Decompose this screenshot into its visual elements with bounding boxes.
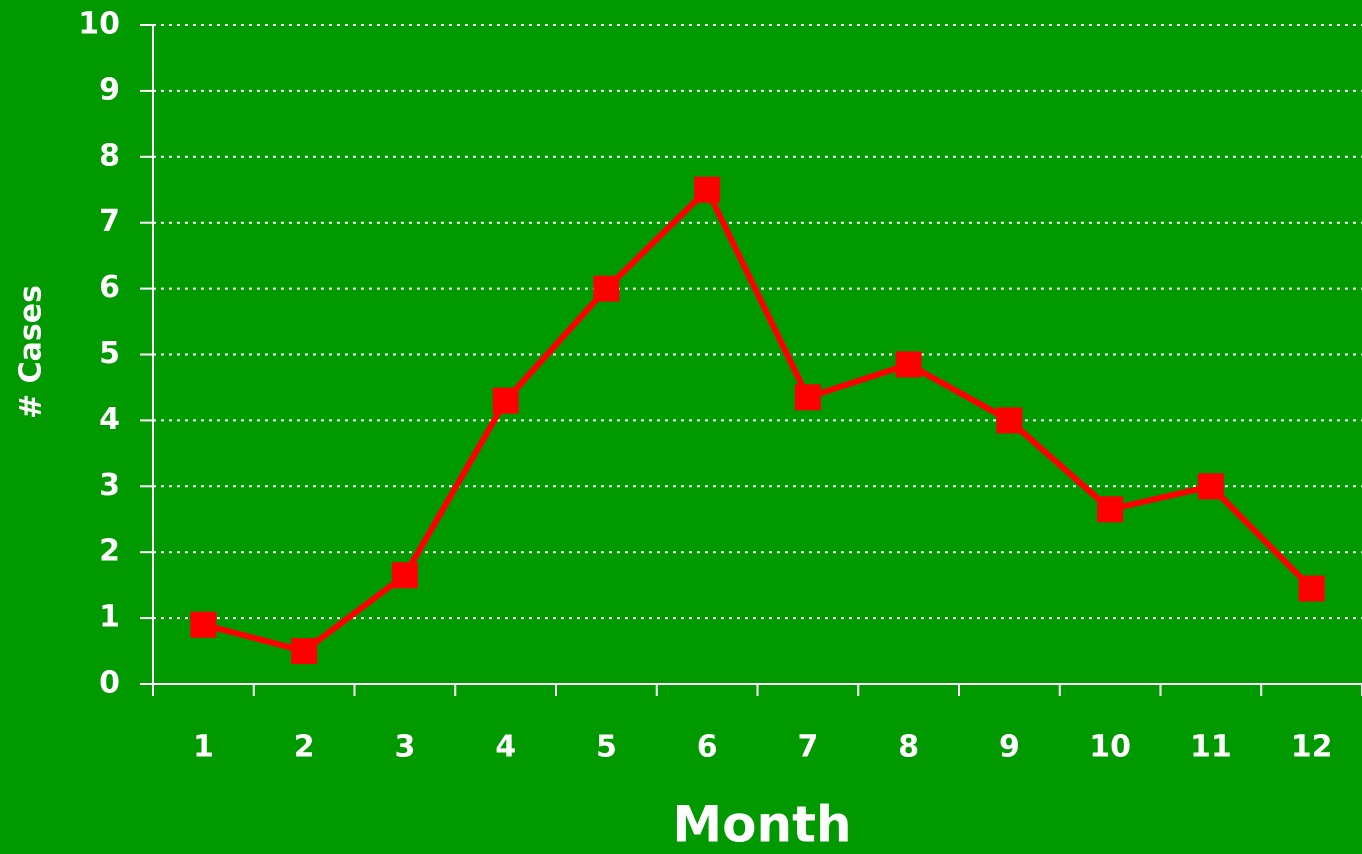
marker [1097,496,1124,523]
x-tick-label: 8 [898,730,919,765]
marker [492,387,519,414]
x-tick-label: 6 [697,730,718,765]
x-tick-label: 1 [193,730,214,765]
x-tick-label: 3 [394,730,415,765]
x-axis-label: Month [672,796,851,854]
marker [391,562,418,589]
y-tick-label: 5 [99,336,120,371]
x-tick-label: 7 [797,730,818,765]
marker [190,611,217,638]
x-tick-label: 9 [999,730,1020,765]
y-tick-label: 2 [99,534,120,569]
marker [593,275,620,302]
marker [895,351,922,378]
x-tick-label: 4 [495,730,516,765]
marker [291,638,318,665]
y-tick-label: 8 [99,138,120,173]
y-tick-label: 10 [78,7,120,42]
x-tick-label: 12 [1291,730,1333,765]
y-tick-label: 0 [99,666,120,701]
line [202,186,1314,655]
y-tick-label: 9 [99,72,120,107]
marker [694,176,721,203]
x-tick-label: 2 [294,730,315,765]
y-tick-label: 1 [99,600,120,635]
x-tick-label: 11 [1190,730,1232,765]
x-tick-label: 10 [1089,730,1131,765]
marker [794,384,821,411]
y-tick-label: 3 [99,468,120,503]
marker [1298,575,1325,602]
x-tick-label: 5 [596,730,617,765]
y-axis-label: # Cases [14,285,49,419]
marker [996,407,1023,434]
y-tick-label: 6 [99,270,120,305]
y-tick-label: 4 [99,402,120,437]
marker [1197,473,1224,500]
y-tick-label: 7 [99,204,120,239]
